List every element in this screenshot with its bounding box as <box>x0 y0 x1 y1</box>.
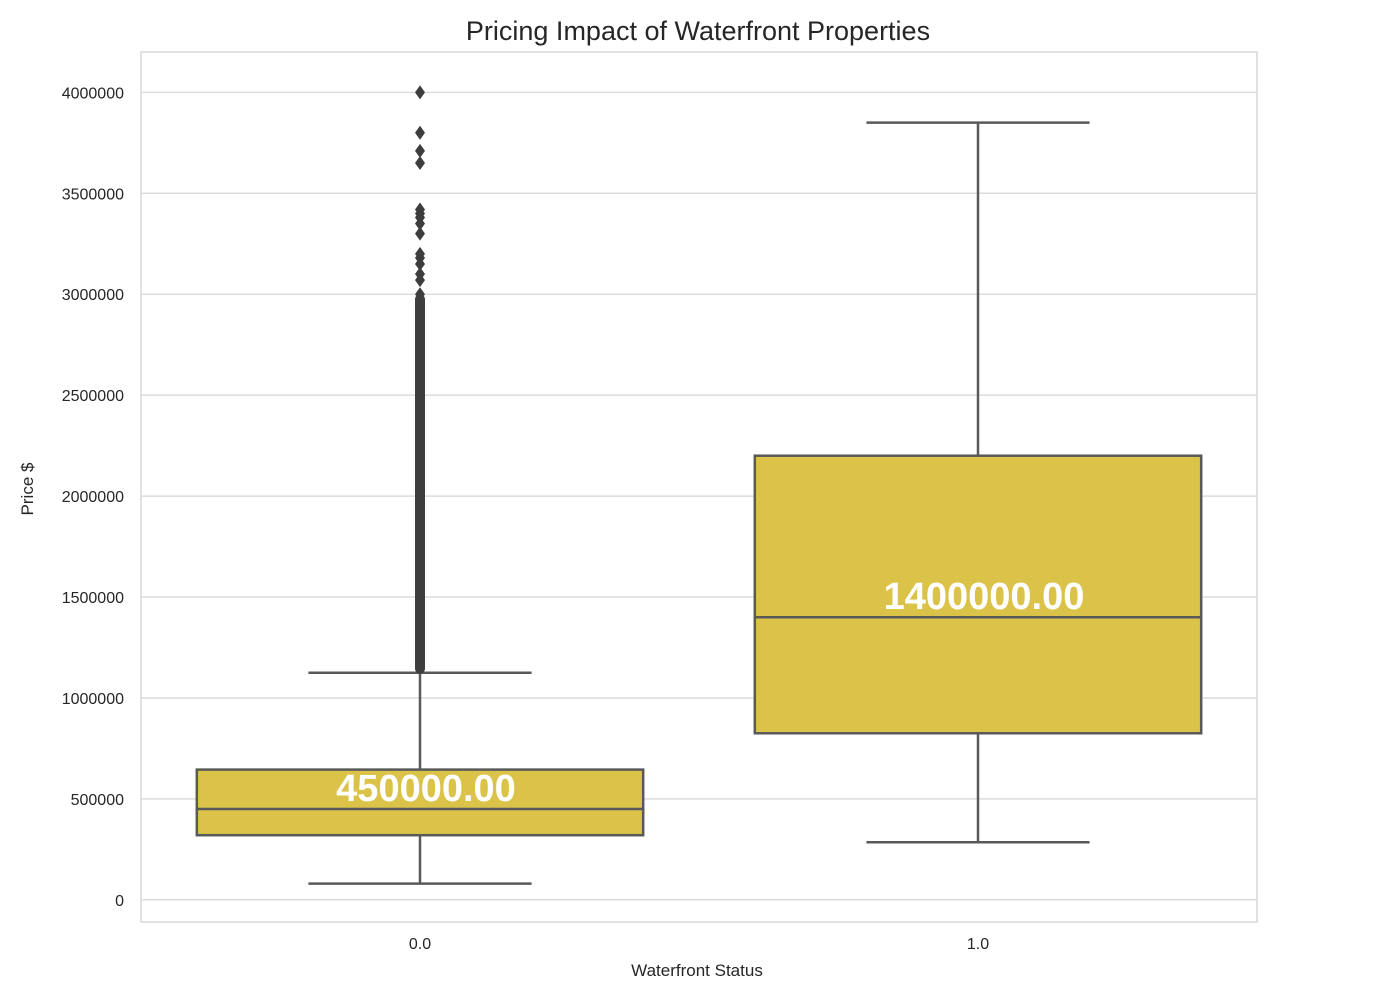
outlier-cluster <box>415 294 425 674</box>
y-tick-label: 1000000 <box>62 691 124 708</box>
median-label: 1400000.00 <box>884 576 1085 618</box>
outlier-point <box>415 287 425 302</box>
chart-title: Pricing Impact of Waterfront Properties <box>466 16 930 46</box>
y-tick-label: 2000000 <box>62 489 124 506</box>
outlier-point <box>415 256 425 271</box>
y-tick-label: 2500000 <box>62 388 124 405</box>
y-tick-label: 4000000 <box>62 85 124 102</box>
x-tick-label: 0.0 <box>409 936 431 953</box>
outlier-point <box>415 226 425 241</box>
median-label: 450000.00 <box>336 768 516 810</box>
box-0-0 <box>195 671 645 885</box>
outlier-point <box>415 85 425 100</box>
y-tick-labels: 0 500000 1000000 1500000 2000000 2500000 30000… <box>62 85 124 909</box>
y-tick-label: 3500000 <box>62 186 124 203</box>
y-tick-label: 0 <box>115 893 124 910</box>
x-tick-label: 1.0 <box>967 936 989 953</box>
y-tick-label: 3000000 <box>62 287 124 304</box>
x-tick-labels: 0.0 1.0 <box>409 936 989 953</box>
outlier-point <box>415 216 425 231</box>
median-labels: 450000.00 1400000.00 <box>336 576 1084 810</box>
outlier-point <box>415 125 425 140</box>
outlier-point <box>415 273 425 288</box>
y-axis-label: Price $ <box>18 462 37 515</box>
outlier-point <box>415 156 425 171</box>
y-tick-label: 500000 <box>71 792 124 809</box>
outlier-points <box>415 85 425 674</box>
outlier-point <box>415 143 425 158</box>
box-series <box>195 121 1203 885</box>
iqr-box <box>195 768 645 837</box>
x-axis-label: Waterfront Status <box>631 961 763 980</box>
y-tick-label: 1500000 <box>62 590 124 607</box>
box-1-0 <box>753 121 1203 844</box>
plot-area-frame <box>140 51 1258 923</box>
iqr-box <box>753 454 1203 735</box>
